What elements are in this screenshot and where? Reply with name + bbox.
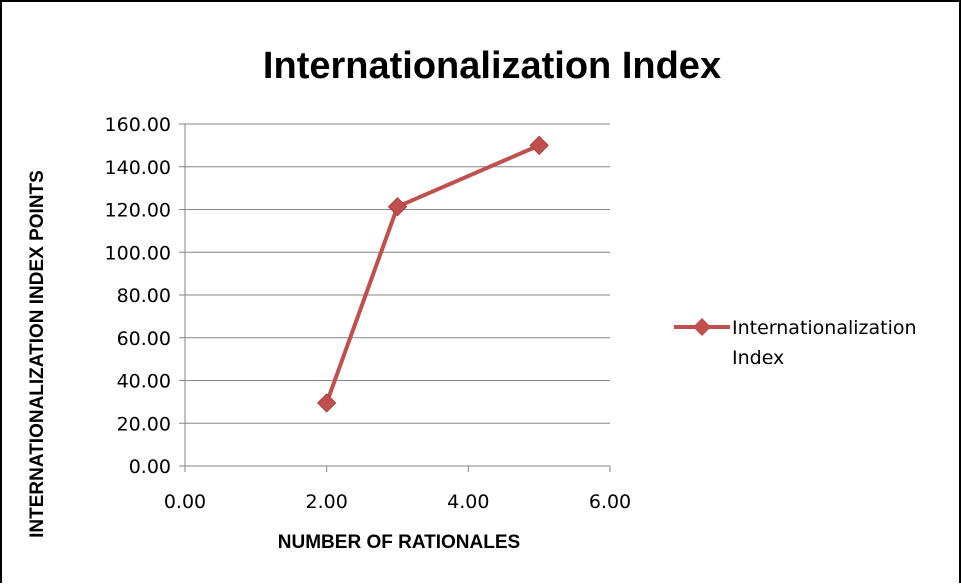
chart-title: Internationalization Index bbox=[263, 45, 721, 87]
series-group bbox=[318, 136, 549, 412]
y-axis-title: INTERNATIONALIZATION INDEX POINTS bbox=[27, 170, 48, 538]
gridlines bbox=[179, 124, 610, 466]
data-point-marker bbox=[318, 394, 336, 412]
data-point-marker bbox=[530, 136, 548, 154]
y-tick-label: 60.00 bbox=[117, 328, 171, 350]
x-axis-title: NUMBER OF RATIONALES bbox=[278, 532, 520, 553]
y-tick-label: 80.00 bbox=[117, 285, 171, 307]
legend-label: Internationalization Index bbox=[732, 317, 917, 369]
y-tick-label: 0.00 bbox=[129, 456, 171, 478]
y-tick-label: 40.00 bbox=[117, 371, 171, 393]
x-tick-label: 6.00 bbox=[589, 491, 631, 513]
y-tick-label: 20.00 bbox=[117, 413, 171, 435]
y-tick-label: 160.00 bbox=[105, 114, 171, 136]
legend-diamond-icon bbox=[693, 318, 711, 336]
y-tick-label: 100.00 bbox=[105, 242, 171, 264]
legend-label-line: Internationalization bbox=[732, 317, 917, 339]
x-tick-label: 4.00 bbox=[447, 491, 489, 513]
series-line bbox=[327, 145, 540, 403]
axes bbox=[185, 124, 610, 472]
y-tick-labels: 0.00 20.00 40.00 60.00 80.00 100.00 120.00 140.… bbox=[105, 114, 171, 478]
x-tick-labels: 0.00 2.00 4.00 6.00 bbox=[164, 491, 631, 513]
y-tick-label: 120.00 bbox=[105, 200, 171, 222]
legend-label-line: Index bbox=[732, 347, 784, 369]
x-tick-label: 0.00 bbox=[164, 491, 206, 513]
legend: Internationalization Index bbox=[674, 317, 917, 369]
x-tick-label: 2.00 bbox=[306, 491, 348, 513]
data-point-marker bbox=[389, 198, 407, 216]
y-tick-label: 140.00 bbox=[105, 157, 171, 179]
